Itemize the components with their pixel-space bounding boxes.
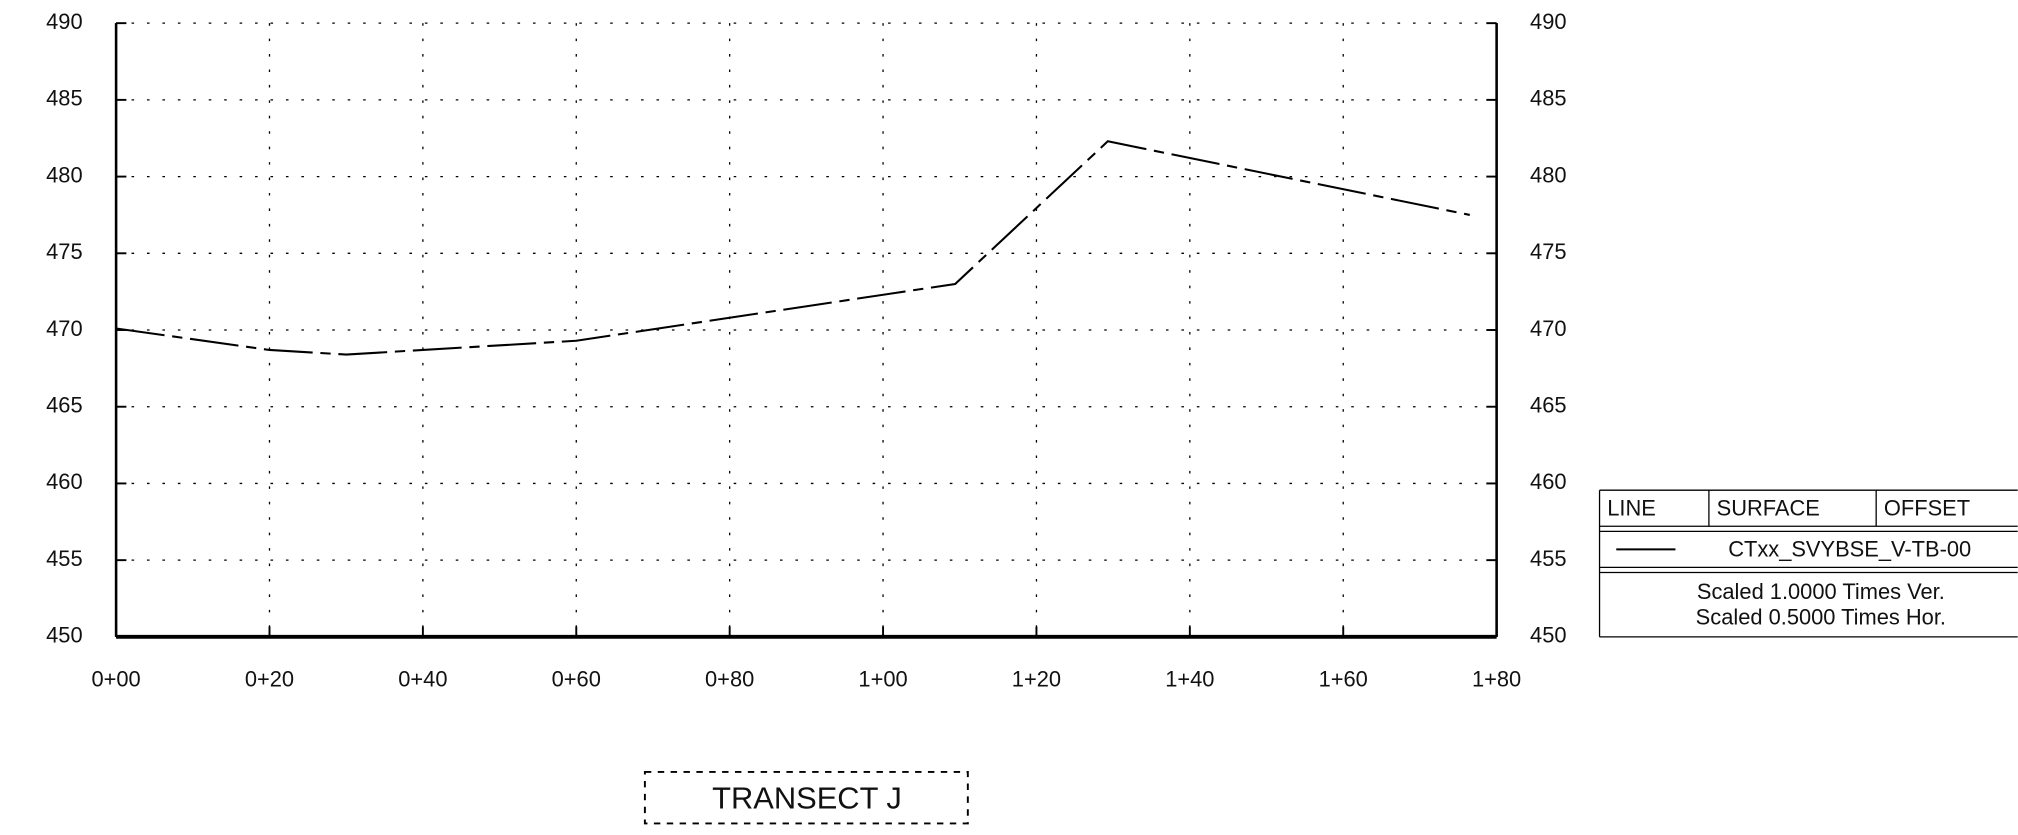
- y2-tick-label: 490: [1530, 9, 1566, 34]
- y-tick-label: 470: [46, 316, 82, 341]
- data-line: [115, 140, 1470, 356]
- y-tick-label: 490: [46, 9, 82, 34]
- legend-note: Scaled 0.5000 Times Hor.: [1696, 605, 1946, 630]
- y-tick-label: 450: [46, 623, 82, 648]
- y2-tick-label: 450: [1530, 623, 1566, 648]
- y-tick-label: 480: [46, 162, 82, 187]
- y-tick-label: 460: [46, 469, 82, 494]
- x-tick-label: 1+00: [858, 666, 907, 691]
- legend-header: OFFSET: [1884, 495, 1970, 520]
- x-tick-label: 1+20: [1012, 666, 1061, 691]
- x-tick-label: 0+60: [552, 666, 601, 691]
- legend-header: SURFACE: [1717, 495, 1820, 520]
- legend-header: LINE: [1607, 495, 1656, 520]
- x-tick-label: 0+40: [398, 666, 447, 691]
- y2-tick-label: 455: [1530, 546, 1566, 571]
- title-box: [643, 770, 969, 825]
- y2-tick-label: 480: [1530, 162, 1566, 187]
- x-tick-label: 0+00: [91, 666, 140, 691]
- x-tick-label: 0+20: [245, 666, 294, 691]
- legend: [1598, 489, 2018, 638]
- chart-title: TRANSECT J: [712, 780, 902, 815]
- y-tick-label: 485: [46, 86, 82, 111]
- x-tick-label: 1+80: [1472, 666, 1521, 691]
- x-tick-label: 1+40: [1165, 666, 1214, 691]
- y2-tick-label: 460: [1530, 469, 1566, 494]
- y2-tick-label: 465: [1530, 393, 1566, 418]
- legend-note: Scaled 1.0000 Times Ver.: [1697, 579, 1945, 604]
- y-tick-label: 475: [46, 239, 82, 264]
- y-tick-label: 455: [46, 546, 82, 571]
- x-tick-label: 0+80: [705, 666, 754, 691]
- y2-tick-label: 485: [1530, 86, 1566, 111]
- y2-tick-label: 475: [1530, 239, 1566, 264]
- y-tick-label: 465: [46, 393, 82, 418]
- legend-entry: CTxx_SVYBSE_V-TB-00: [1728, 536, 1971, 561]
- x-tick-label: 1+60: [1319, 666, 1368, 691]
- y2-tick-label: 470: [1530, 316, 1566, 341]
